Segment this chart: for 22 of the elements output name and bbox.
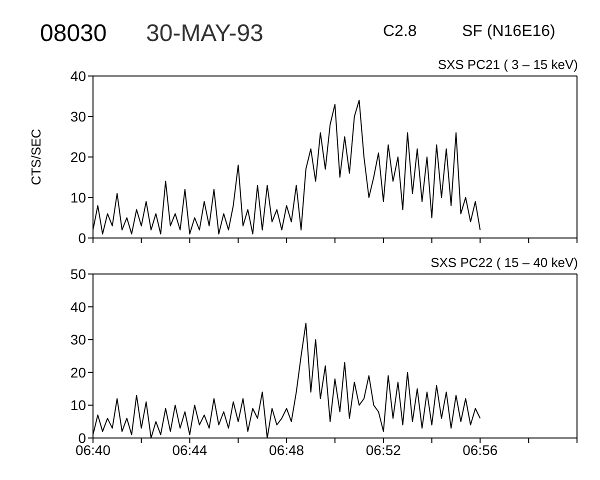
y-tick-label: 40 <box>70 68 86 84</box>
y-tick-label: 30 <box>70 332 86 348</box>
y-tick-label: 50 <box>70 266 86 282</box>
y-tick-label: 10 <box>70 397 86 414</box>
text: SF (N16E16) <box>462 23 556 41</box>
text: C2.8 <box>383 23 417 41</box>
y-tick-label: 0 <box>78 230 86 246</box>
chart-title: SXS PC21 ( 3 – 15 keV) <box>438 57 578 72</box>
y-tick-label: 40 <box>70 298 86 315</box>
y-tick-label: 10 <box>70 189 86 206</box>
x-tick-label: 06:52 <box>366 442 402 458</box>
y-tick-label: 0 <box>78 430 86 446</box>
y-tick-label: 30 <box>70 108 86 124</box>
y-tick-label: 20 <box>70 364 86 380</box>
x-tick-label: 06:48 <box>269 442 304 458</box>
y-tick-label: 20 <box>70 148 86 165</box>
y-axis-title: CTS/SEC <box>28 128 44 185</box>
text: 30-MAY-93 <box>146 20 264 48</box>
x-tick-label: 06:44 <box>172 442 208 458</box>
chart-title: SXS PC22 ( 15 – 40 keV) <box>430 255 578 270</box>
text: 08030 <box>40 20 107 48</box>
x-tick-label: 06:56 <box>462 442 498 458</box>
